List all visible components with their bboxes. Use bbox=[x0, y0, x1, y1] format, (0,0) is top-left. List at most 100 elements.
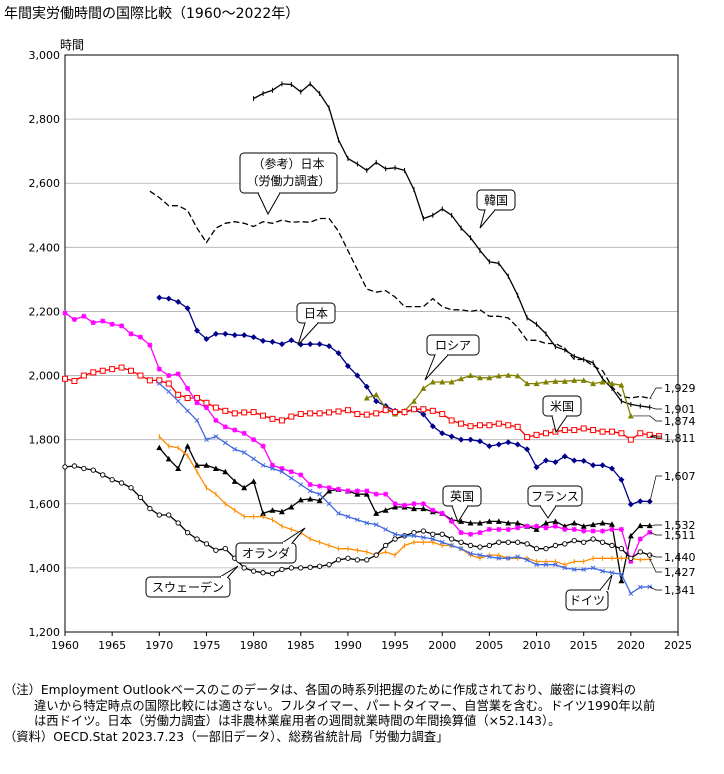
data-point bbox=[166, 389, 172, 394]
data-point bbox=[524, 446, 531, 453]
data-point bbox=[515, 525, 521, 531]
data-point bbox=[543, 525, 549, 531]
data-point bbox=[278, 341, 285, 348]
data-point bbox=[99, 367, 106, 374]
data-point bbox=[637, 498, 644, 505]
data-point bbox=[241, 409, 248, 416]
callout-tail bbox=[281, 527, 306, 544]
callout-tail bbox=[297, 322, 319, 346]
callout-label: フランス bbox=[531, 490, 579, 504]
data-point bbox=[345, 514, 351, 519]
data-point bbox=[354, 491, 361, 497]
data-point bbox=[278, 508, 285, 515]
data-point bbox=[410, 398, 417, 404]
data-point bbox=[363, 411, 370, 418]
data-point bbox=[288, 565, 294, 571]
data-point bbox=[213, 547, 219, 553]
series-lines bbox=[62, 81, 663, 596]
data-point bbox=[175, 520, 181, 526]
data-point bbox=[533, 431, 540, 438]
data-point bbox=[646, 431, 653, 438]
data-point bbox=[552, 518, 559, 524]
data-point bbox=[439, 378, 446, 385]
data-point bbox=[637, 522, 644, 529]
data-point bbox=[590, 427, 597, 434]
data-point bbox=[486, 526, 492, 532]
data-point bbox=[429, 378, 436, 385]
data-point bbox=[628, 591, 634, 596]
data-point bbox=[543, 546, 549, 552]
series-韓国 bbox=[253, 81, 651, 410]
end-label-leader bbox=[649, 475, 662, 502]
data-point bbox=[354, 557, 361, 563]
data-point bbox=[627, 436, 634, 443]
data-point bbox=[467, 436, 474, 443]
data-point bbox=[402, 533, 407, 539]
data-point bbox=[326, 343, 333, 350]
data-point bbox=[175, 398, 181, 404]
data-point bbox=[222, 440, 228, 446]
end-label-leader bbox=[649, 435, 662, 439]
end-label-leader bbox=[649, 531, 662, 536]
data-point bbox=[609, 526, 615, 532]
data-point bbox=[269, 462, 275, 468]
data-point bbox=[561, 378, 568, 384]
data-point bbox=[458, 420, 465, 427]
data-point bbox=[476, 438, 483, 445]
data-point bbox=[100, 318, 106, 324]
end-value-label: 1,427 bbox=[664, 566, 696, 579]
data-point bbox=[288, 475, 294, 481]
data-point bbox=[260, 510, 267, 516]
data-point bbox=[571, 537, 577, 544]
data-point bbox=[571, 427, 578, 434]
data-point bbox=[590, 528, 596, 534]
data-point bbox=[590, 536, 596, 542]
data-point bbox=[137, 494, 144, 501]
data-point bbox=[307, 341, 314, 348]
data-point bbox=[647, 529, 653, 535]
x-tick-label: 2005 bbox=[475, 639, 503, 652]
x-tick-label: 2010 bbox=[523, 639, 551, 652]
data-point bbox=[533, 526, 540, 532]
x-tick-label: 1960 bbox=[51, 639, 79, 652]
data-point bbox=[184, 529, 191, 536]
data-point bbox=[344, 362, 351, 369]
data-point bbox=[561, 427, 568, 434]
callout-japan: 日本 bbox=[296, 302, 336, 346]
callout-tail bbox=[257, 192, 281, 216]
data-point bbox=[156, 381, 162, 386]
data-point bbox=[109, 321, 115, 327]
data-point bbox=[373, 552, 379, 558]
data-point bbox=[495, 372, 502, 379]
data-point bbox=[420, 411, 427, 418]
data-point bbox=[448, 417, 455, 424]
data-point bbox=[496, 526, 502, 532]
data-point bbox=[646, 522, 653, 529]
data-point bbox=[316, 341, 323, 348]
data-point bbox=[505, 520, 512, 526]
data-point bbox=[420, 385, 427, 391]
data-point bbox=[363, 394, 370, 401]
data-point bbox=[430, 507, 436, 513]
x-tick-label: 1965 bbox=[98, 639, 126, 652]
data-point bbox=[628, 555, 634, 561]
data-point bbox=[524, 523, 530, 529]
data-point bbox=[203, 462, 210, 468]
callout-tail bbox=[424, 354, 449, 381]
callout-korea: 韓国 bbox=[476, 189, 516, 229]
data-point bbox=[628, 558, 634, 564]
callout-label: 米国 bbox=[550, 400, 574, 414]
data-point bbox=[495, 518, 502, 524]
data-point bbox=[382, 542, 389, 549]
x-tick-label: 2000 bbox=[428, 639, 456, 652]
data-point bbox=[439, 539, 445, 545]
data-point bbox=[62, 310, 68, 316]
callout-label: （労働力調査） bbox=[246, 174, 330, 188]
callout-label: オランダ bbox=[242, 546, 290, 561]
data-point bbox=[392, 536, 398, 542]
data-point bbox=[298, 472, 304, 478]
data-point bbox=[241, 430, 247, 436]
end-label-leader bbox=[649, 558, 662, 573]
data-point bbox=[392, 531, 398, 537]
